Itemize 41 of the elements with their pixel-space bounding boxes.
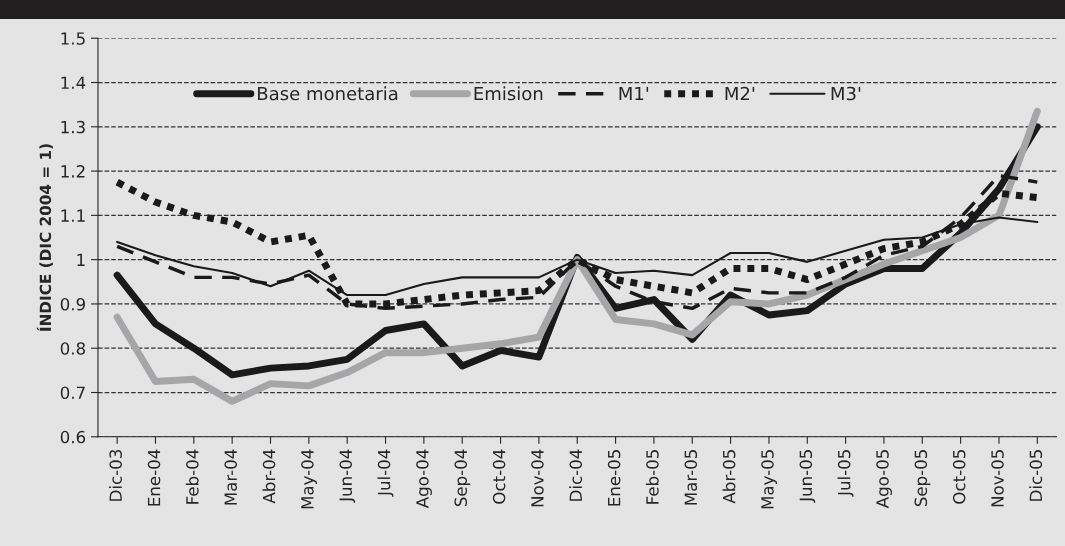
y-tick-label: 1.1	[61, 209, 85, 222]
legend-label: M3'	[831, 86, 861, 101]
y-tick-label: 0.8	[60, 342, 86, 355]
x-tick-label: Ago-05	[876, 450, 893, 509]
y-tick-label: 1.5	[61, 32, 85, 45]
x-tick-label: Mar-04	[224, 449, 238, 505]
legend-label: Base monetaria	[258, 86, 398, 101]
x-tick-label: Nov-05	[991, 450, 1004, 507]
x-tick-label: Feb-04	[185, 449, 199, 504]
x-tick-label: Ene-05	[607, 450, 621, 506]
y-tick-label: 1.4	[61, 76, 86, 89]
x-tick-label: Ene-04	[147, 449, 161, 506]
x-tick-label: Feb-05	[645, 450, 659, 504]
x-tick-label: Dic-04	[569, 449, 583, 501]
legend-label: M2'	[725, 86, 755, 101]
x-tick-label: Ago-04	[416, 449, 432, 509]
y-tick-label: 0.7	[60, 386, 85, 400]
x-tick-label: Sep-04	[454, 449, 471, 507]
x-tick-label: Abr-04	[262, 449, 276, 504]
legend-label: Emision	[474, 86, 543, 101]
y-tick-label: 1.2	[61, 165, 85, 178]
x-tick-label: Mar-05	[684, 450, 698, 505]
y-tick-label: 0.6	[60, 430, 86, 444]
x-tick-label: Jun-04	[339, 449, 356, 503]
x-tick-label: May-04	[301, 449, 317, 509]
x-tick-label: Dic-05	[1029, 450, 1043, 501]
x-tick-label: May-05	[761, 450, 777, 509]
y-axis-title: ÍNDICE (DIC 2004 = 1)	[36, 144, 53, 331]
x-tick-label: Nov-04	[531, 449, 544, 507]
x-tick-label: Oct-05	[952, 450, 966, 504]
x-tick-label: Jul-05	[837, 450, 854, 497]
x-tick-label: Sep-05	[914, 450, 931, 507]
x-tick-label: Abr-05	[722, 450, 736, 504]
x-tick-label: Jul-04	[377, 449, 394, 497]
x-tick-label: Jun-05	[799, 450, 816, 503]
x-tick-label: Dic-03	[109, 449, 122, 501]
x-tick-label: Oct-04	[492, 449, 506, 504]
y-tick-label: 1.3	[61, 120, 85, 134]
legend-label: M1'	[619, 86, 649, 101]
y-tick-label: 1	[77, 253, 85, 266]
y-tick-label: 0.9	[60, 297, 85, 311]
